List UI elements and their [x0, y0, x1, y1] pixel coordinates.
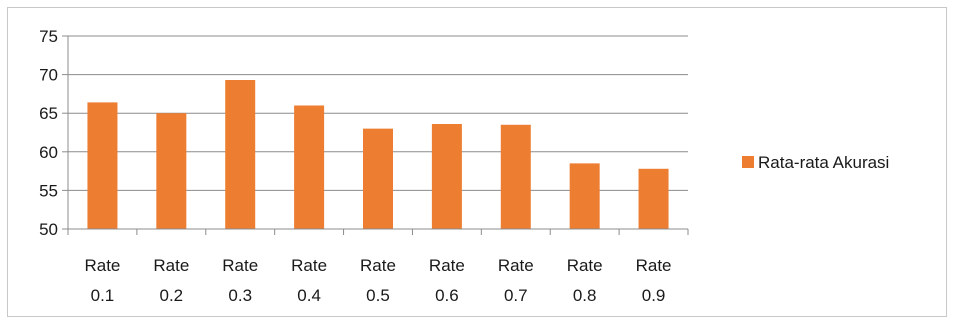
y-tick-label: 65	[39, 104, 58, 123]
bar	[156, 113, 187, 229]
x-tick-label: Rate 0.7	[498, 256, 534, 305]
bar	[294, 105, 325, 229]
y-tick-label: 60	[39, 143, 58, 162]
bar	[225, 80, 256, 229]
x-tick-label: Rate 0.4	[291, 256, 327, 305]
x-axis-ticks: Rate 0.1 Rate 0.2 Rate 0.3 Rate 0.4 Rate 0.5 Rate 0…	[67, 229, 689, 305]
x-tick-label: Rate 0.3	[222, 256, 258, 305]
bar	[431, 124, 462, 229]
x-tick-label: Rate 0.2	[153, 256, 189, 305]
y-tick-label: 55	[39, 181, 58, 200]
axes	[67, 36, 688, 230]
y-tick-label: 70	[39, 66, 58, 85]
x-tick-label: Rate 0.8	[567, 256, 603, 305]
bar	[363, 128, 393, 229]
x-tick-label: Rate 0.6	[429, 256, 465, 305]
bar	[638, 168, 669, 229]
bars	[87, 80, 669, 229]
x-tick-label: Rate 0.5	[360, 256, 396, 305]
y-tick-label: 75	[39, 27, 58, 46]
x-tick-label: Rate 0.1	[84, 256, 120, 305]
y-axis-ticks: 50 55 60 65 70 75	[39, 27, 68, 239]
bar	[87, 102, 118, 229]
bar	[569, 163, 600, 229]
bar	[500, 124, 531, 229]
x-tick-label: Rate 0.9	[636, 256, 672, 305]
legend-swatch	[742, 156, 754, 168]
legend-label: Rata-rata Akurasi	[758, 153, 889, 172]
legend: Rata-rata Akurasi	[742, 153, 889, 172]
y-tick-label: 50	[39, 220, 58, 239]
